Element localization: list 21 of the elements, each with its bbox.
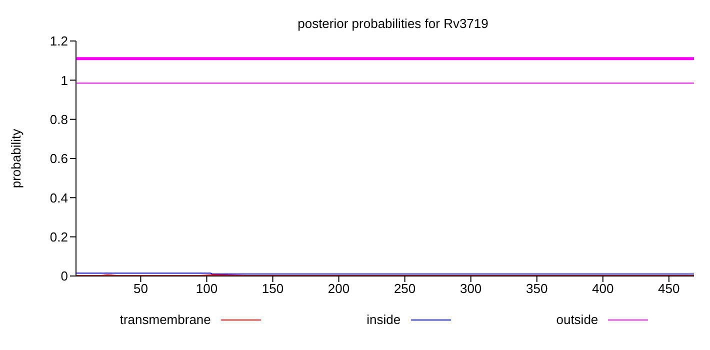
x-tick-label: 400	[592, 281, 614, 296]
x-tick-label: 450	[658, 281, 680, 296]
y-tick-label: 1.2	[50, 34, 68, 49]
y-tick-label: 1	[60, 72, 68, 88]
legend-label: inside	[366, 312, 401, 327]
x-tick-label: 50	[133, 281, 148, 296]
x-tick-label: 100	[196, 281, 218, 296]
x-tick-label: 250	[394, 281, 416, 296]
y-tick-label: 0.4	[50, 190, 68, 206]
y-tick-label: 0.8	[50, 112, 68, 127]
legend-label: outside	[556, 312, 598, 327]
chart-title: posterior probabilities for Rv3719	[298, 16, 488, 31]
y-tick-label: 0	[60, 268, 68, 284]
x-tick-label: 350	[526, 281, 548, 296]
legend-label: transmembrane	[120, 312, 211, 327]
y-axis-title: probability	[8, 128, 24, 188]
y-tick-label: 0.6	[50, 151, 68, 166]
x-tick-label: 300	[460, 281, 482, 296]
y-tick-label: 0.2	[50, 229, 68, 244]
x-tick-label: 200	[328, 281, 350, 296]
x-tick-label: 150	[262, 281, 284, 296]
